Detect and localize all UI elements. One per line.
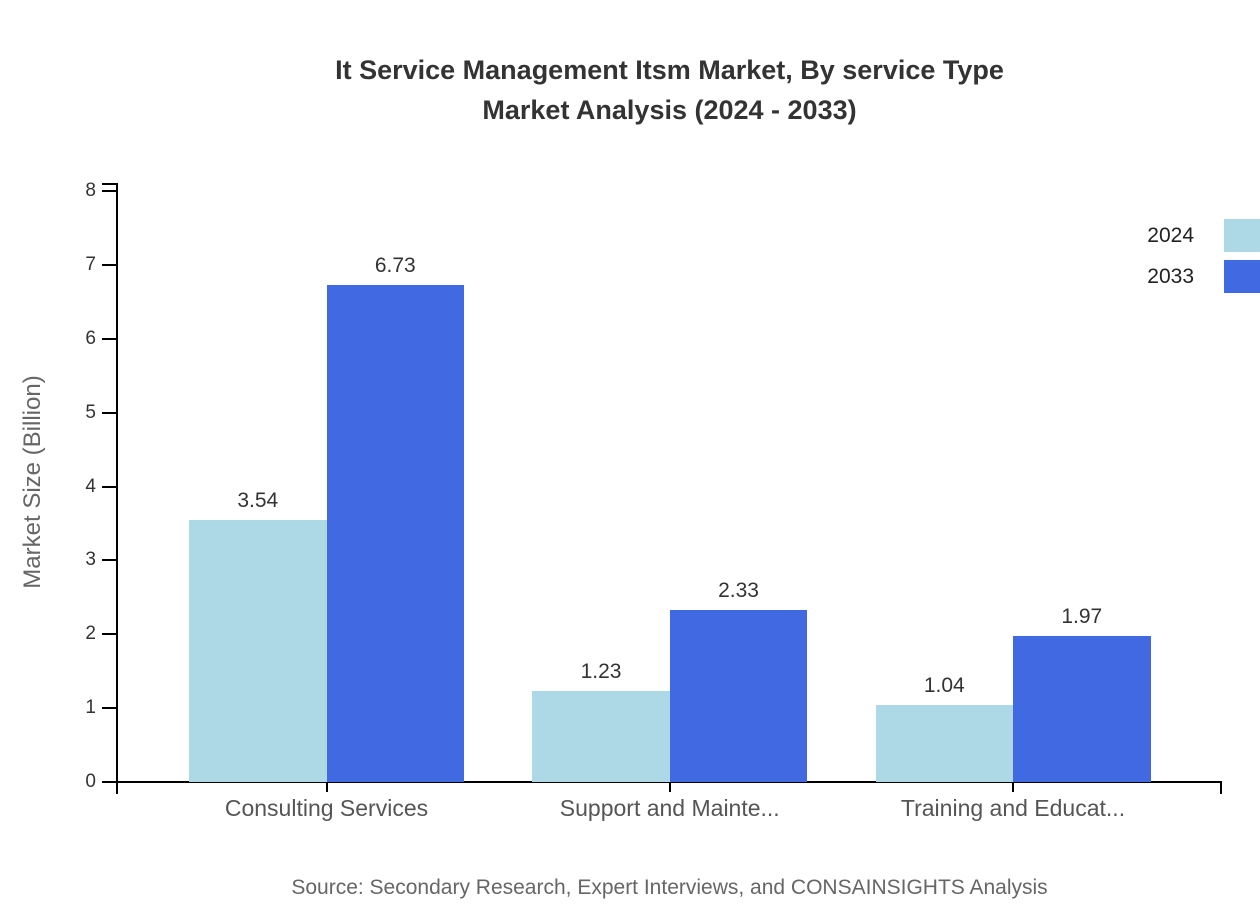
chart-title-line1: It Service Management Itsm Market, By se…	[335, 55, 1004, 85]
y-axis-tick-label-1: 1	[85, 697, 96, 719]
y-axis-tick-0	[102, 781, 116, 783]
y-axis-tick-1	[102, 707, 116, 710]
y-axis-tick-label-5: 5	[85, 401, 96, 423]
legend-label-2024: 2024	[1147, 223, 1194, 247]
legend-item-2033: 2033	[1147, 260, 1260, 293]
y-axis-tick-label-7: 7	[85, 253, 96, 275]
y-axis-tick-8	[102, 190, 116, 192]
x-axis-tick-consulting-services	[325, 783, 328, 792]
legend-swatch-2033	[1224, 260, 1260, 293]
y-axis-tick-label-6: 6	[85, 327, 96, 349]
y-axis-tick-4	[102, 485, 116, 488]
y-axis-tick-2	[102, 633, 116, 636]
y-axis-tick-label-3: 3	[85, 549, 96, 571]
y-axis-tick-label-4: 4	[85, 475, 96, 497]
value-label-2033-consulting-services: 6.73	[374, 253, 416, 277]
legend-item-2024: 2024	[1147, 219, 1260, 252]
x-axis-tick-training-and-educat	[1012, 783, 1014, 792]
x-axis-line	[116, 781, 1222, 783]
bar-2024-support-and-mainte	[532, 691, 670, 782]
bar-2033-support-and-mainte	[669, 609, 808, 782]
y-axis-tick-6	[102, 337, 116, 340]
bar-2024-consulting-services	[189, 520, 327, 782]
value-label-2024-consulting-services: 3.54	[237, 489, 279, 513]
x-category-label-support-and-mainte: Support and Mainte...	[559, 795, 780, 821]
y-axis-end-tick	[102, 183, 116, 185]
y-axis-tick-label-2: 2	[85, 623, 96, 645]
legend: 2024 2033	[1147, 219, 1260, 293]
value-label-2033-training-and-educat: 1.97	[1061, 605, 1103, 629]
bar-2033-training-and-educat	[1013, 636, 1151, 782]
value-label-2024-support-and-mainte: 1.23	[580, 660, 622, 684]
source-note: Source: Secondary Research, Expert Inter…	[291, 876, 1048, 899]
y-axis-tick-3	[102, 559, 116, 562]
x-category-label-training-and-educat: Training and Educat...	[900, 795, 1126, 821]
bar-2033-consulting-services	[326, 284, 464, 782]
legend-label-2033: 2033	[1147, 264, 1194, 288]
x-axis-tick-support-and-mainte	[668, 783, 671, 792]
bar-2024-training-and-educat	[875, 705, 1013, 782]
x-category-label-consulting-services: Consulting Services	[224, 795, 429, 821]
value-label-2024-training-and-educat: 1.04	[923, 674, 965, 698]
chart-title: It Service Management Itsm Market, By se…	[117, 50, 1222, 130]
y-axis-line	[116, 183, 118, 794]
value-label-2033-support-and-mainte: 2.33	[718, 578, 759, 602]
y-axis-tick-7	[102, 263, 116, 266]
y-axis-tick-label-8: 8	[85, 180, 96, 201]
legend-swatch-2024	[1224, 219, 1260, 252]
y-axis-tick-5	[102, 411, 116, 414]
y-axis-tick-label-0: 0	[85, 771, 96, 792]
x-axis-end-tick	[1220, 783, 1222, 794]
chart-title-line2: Market Analysis (2024 - 2033)	[482, 95, 857, 125]
